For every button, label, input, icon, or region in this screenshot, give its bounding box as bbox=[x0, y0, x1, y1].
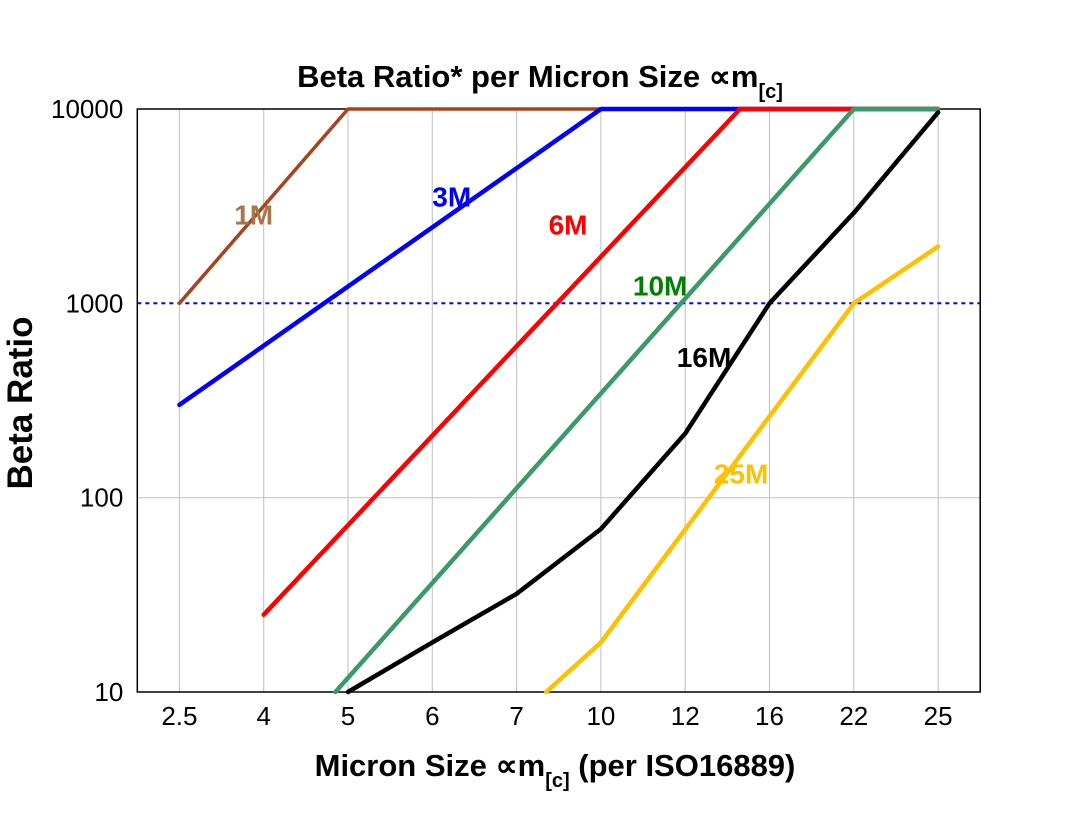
svg-text:100: 100 bbox=[80, 483, 123, 513]
svg-text:16: 16 bbox=[755, 701, 784, 731]
svg-text:4: 4 bbox=[256, 701, 270, 731]
svg-text:3M: 3M bbox=[432, 182, 471, 213]
svg-text:10: 10 bbox=[94, 677, 123, 707]
svg-text:1000: 1000 bbox=[65, 288, 123, 318]
svg-text:16M: 16M bbox=[677, 342, 731, 373]
svg-text:Beta Ratio: Beta Ratio bbox=[1, 316, 40, 489]
svg-text:1M: 1M bbox=[234, 199, 273, 230]
svg-text:6M: 6M bbox=[549, 209, 588, 240]
svg-text:22: 22 bbox=[839, 701, 868, 731]
svg-text:10M: 10M bbox=[633, 270, 687, 301]
svg-text:2.5: 2.5 bbox=[161, 701, 197, 731]
svg-text:25M: 25M bbox=[714, 459, 768, 490]
svg-text:7: 7 bbox=[509, 701, 523, 731]
svg-text:12: 12 bbox=[671, 701, 700, 731]
svg-text:10: 10 bbox=[586, 701, 615, 731]
svg-text:25: 25 bbox=[924, 701, 953, 731]
svg-text:Beta Ratio* per Micron Size ∝m: Beta Ratio* per Micron Size ∝m[c] bbox=[297, 59, 783, 103]
svg-text:6: 6 bbox=[425, 701, 439, 731]
svg-text:10000: 10000 bbox=[51, 94, 123, 124]
svg-text:Micron Size ∝m[c] (per ISO1688: Micron Size ∝m[c] (per ISO16889) bbox=[315, 748, 796, 792]
svg-text:5: 5 bbox=[341, 701, 355, 731]
